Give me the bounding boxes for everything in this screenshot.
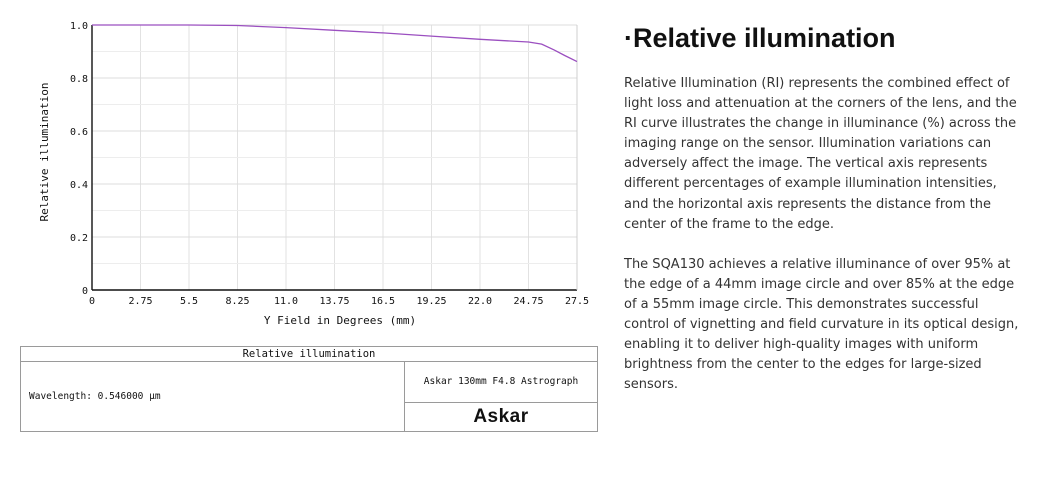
chart-series	[92, 24, 578, 63]
y-tick-label: 0.4	[70, 180, 88, 191]
relative-illumination-chart: 0 2.75 5.5 8.25 11.0 13.75 16.5 19.25 22.0 24.75 2…	[38, 21, 589, 327]
chart-grid	[91, 24, 578, 291]
x-tick-label: 5.5	[180, 296, 198, 307]
chart-axes	[91, 25, 578, 291]
relative-illumination-line	[92, 24, 578, 63]
x-tick-label: 2.75	[128, 296, 152, 307]
y-tick-label: 1.0	[70, 21, 88, 32]
askar-logo: Askar	[473, 406, 529, 427]
x-tick-label: 19.25	[416, 296, 446, 307]
description-paragraph-2: The SQA130 achieves a relative illuminan…	[624, 256, 1019, 393]
x-tick-label: 22.0	[468, 296, 492, 307]
x-tick-label: 27.5	[565, 296, 589, 307]
y-tick-label: 0	[82, 286, 88, 297]
x-tick-label: 0	[89, 296, 95, 307]
y-tick-label: 0.8	[70, 74, 88, 85]
x-tick-label: 16.5	[371, 296, 395, 307]
description-paragraph-1: Relative Illumination (RI) represents th…	[624, 76, 1017, 232]
x-tick-label: 13.75	[319, 296, 349, 307]
description-panel: ·Relative illumination Relative Illumina…	[624, 22, 1024, 415]
x-axis-label: Y Field in Degrees (mm)	[264, 314, 416, 327]
section-heading: ·Relative illumination	[624, 23, 896, 53]
x-tick-label: 24.75	[513, 296, 543, 307]
x-tick-label: 8.25	[225, 296, 249, 307]
y-tick-label: 0.2	[70, 233, 88, 244]
x-tick-label: 11.0	[274, 296, 298, 307]
y-axis-label: Relative illumination	[38, 82, 51, 221]
info-table-title: Relative illumination	[21, 347, 597, 362]
chart-tick-labels: 0 2.75 5.5 8.25 11.0 13.75 16.5 19.25 22.0 24.75 2…	[70, 21, 589, 307]
chart-info-table: Relative illumination Wavelength: 0.5460…	[20, 346, 598, 432]
y-tick-label: 0.6	[70, 127, 88, 138]
wavelength-label: Wavelength: 0.546000 µm	[21, 361, 405, 431]
lens-name: Askar 130mm F4.8 Astrograph	[405, 361, 597, 403]
